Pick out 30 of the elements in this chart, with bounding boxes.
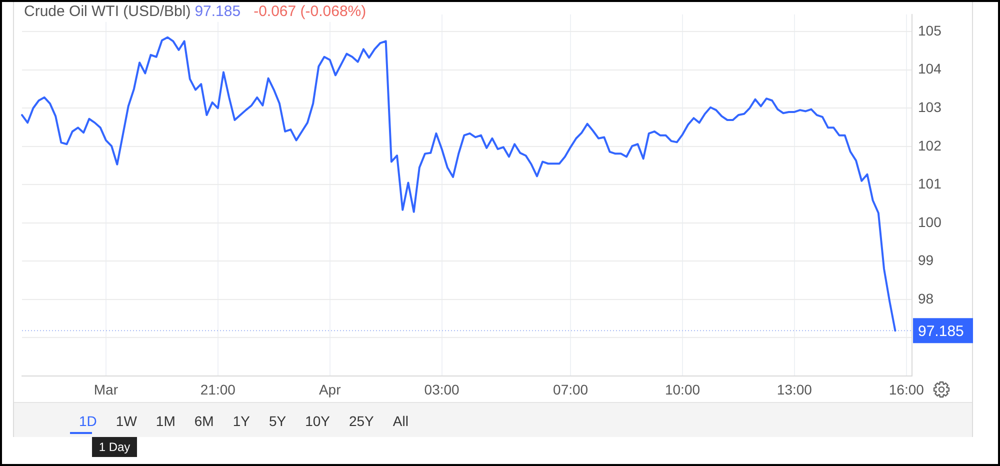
- range-label: 6M: [194, 412, 214, 431]
- y-tick-label: 105: [918, 22, 942, 38]
- range-label: 1D: [79, 412, 97, 431]
- y-tick-label: 100: [918, 214, 942, 230]
- range-label: All: [392, 412, 408, 431]
- chart-title: Crude Oil WTI (USD/Bbl): [24, 3, 191, 20]
- x-tick-label: 13:00: [776, 381, 812, 398]
- y-tick-label: 104: [918, 60, 942, 77]
- y-tick-label: 101: [918, 176, 942, 192]
- tooltip: 1 Day: [92, 437, 137, 457]
- x-tick-label: Apr: [318, 381, 342, 398]
- x-tick-label: 03:00: [424, 381, 460, 398]
- range-label: 25Y: [348, 412, 374, 431]
- range-label: 5Y: [268, 412, 286, 431]
- range-label: 1W: [116, 412, 137, 431]
- range-label: 1Y: [232, 412, 250, 431]
- x-tick-label: 16:00: [888, 381, 924, 398]
- ref-line-label: 97.185: [918, 322, 964, 340]
- x-tick-label: 07:00: [553, 381, 588, 398]
- x-tick-label: Mar: [94, 381, 118, 398]
- x-tick-label: 21:00: [200, 381, 236, 398]
- range-label: 10Y: [305, 412, 330, 431]
- y-tick-label: 102: [918, 137, 942, 154]
- range-label: 1M: [156, 412, 176, 431]
- annotation: 97.185: [194, 3, 241, 20]
- y-tick-label: 99: [918, 252, 934, 268]
- y-tick-label: 98: [918, 290, 934, 306]
- x-tick-label: 10:00: [664, 381, 700, 398]
- annotation: -0.067 (-0.068%): [254, 3, 366, 20]
- y-tick-label: 103: [918, 99, 942, 116]
